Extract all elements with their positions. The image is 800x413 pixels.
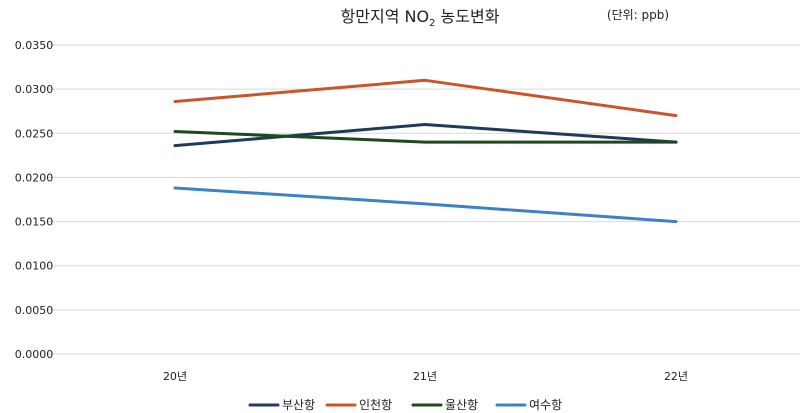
gridlines (48, 44, 800, 355)
unit-label: (단위: ppb) (607, 8, 669, 22)
chart-title-main: 항만지역 NO (341, 7, 430, 26)
x-tick-label: 22년 (664, 370, 688, 383)
y-axis-ticks: 0.0000 0.0050 0.0100 0.0150 0.0200 0.0250 0.03… (15, 39, 54, 361)
series-line (173, 186, 678, 224)
legend-label: 울산항 (445, 398, 478, 412)
y-tick-label: 0.0000 (15, 348, 54, 361)
y-tick-label: 0.0150 (15, 216, 54, 229)
series-lines (173, 78, 678, 224)
chart-title-end: 농도변화 (435, 7, 499, 26)
chart-title-subscript: 2 (429, 18, 435, 29)
legend-label: 여수항 (529, 398, 562, 412)
series-line (173, 130, 678, 144)
y-tick-label: 0.0050 (15, 304, 54, 317)
x-axis-ticks: 20년 21년 22년 (163, 370, 688, 383)
y-tick-label: 0.0300 (15, 83, 54, 96)
legend: 부산항 인천항 울산항 여수항 (248, 397, 562, 412)
chart-title: 항만지역 NO2 농도변화 (341, 7, 500, 29)
legend-item: 인천항 (325, 397, 392, 412)
series-line (173, 78, 678, 118)
series-line (173, 123, 678, 148)
x-tick-label: 20년 (163, 370, 187, 383)
y-tick-label: 0.0350 (15, 39, 54, 52)
legend-label: 인천항 (359, 397, 392, 412)
y-tick-label: 0.0250 (15, 127, 54, 140)
legend-label: 부산항 (282, 398, 315, 412)
legend-item: 여수항 (495, 398, 562, 412)
legend-item: 울산항 (411, 398, 478, 412)
legend-item: 부산항 (248, 398, 315, 412)
x-tick-label: 21년 (413, 370, 437, 383)
y-tick-label: 0.0200 (15, 171, 54, 184)
y-tick-label: 0.0100 (15, 260, 54, 273)
